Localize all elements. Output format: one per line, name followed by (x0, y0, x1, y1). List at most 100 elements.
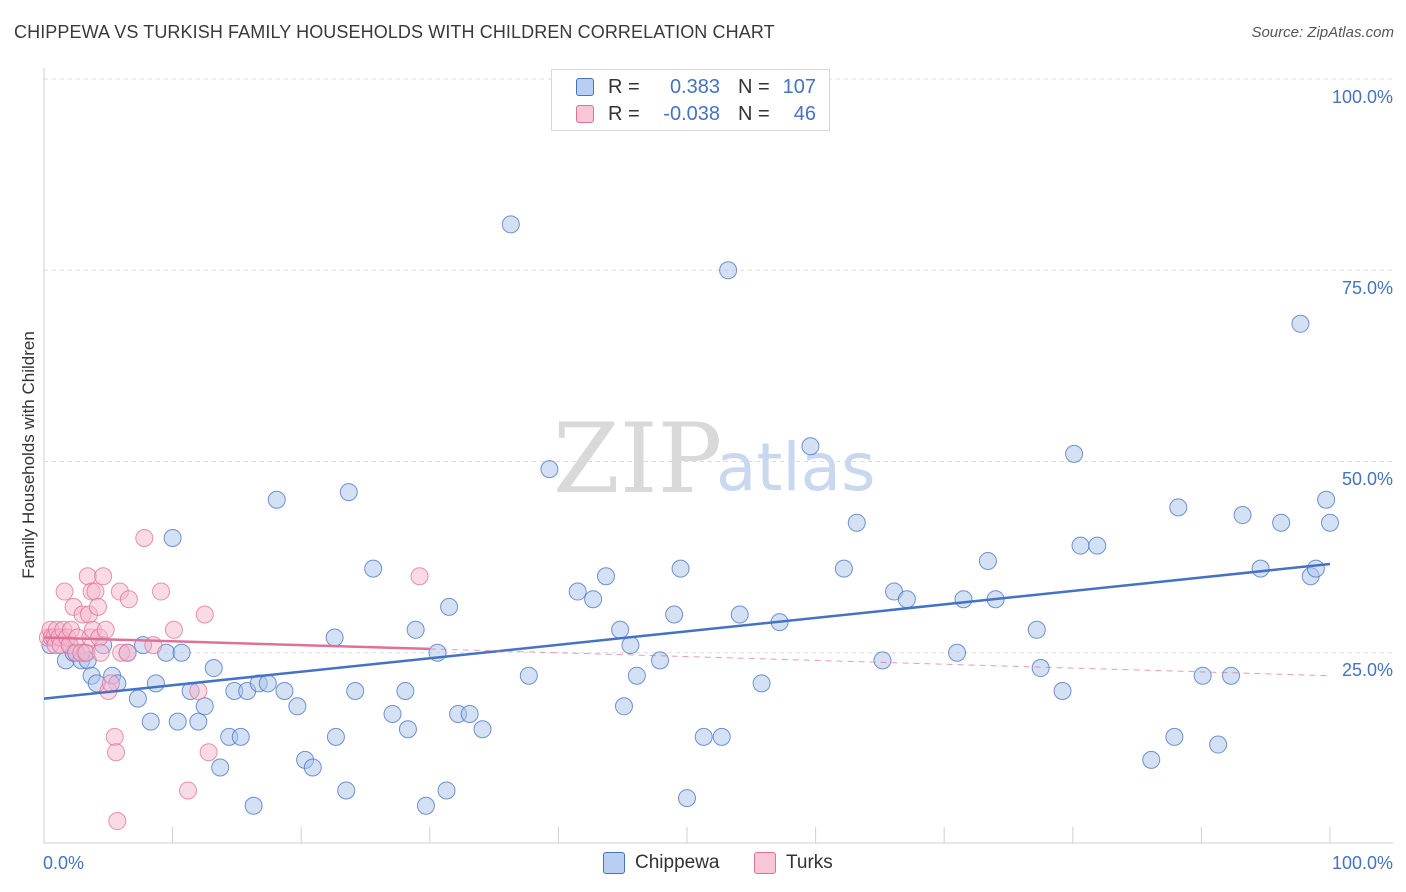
y-axis-label: Family Households with Children (19, 331, 38, 579)
point-chippewa (440, 597, 459, 616)
point-chippewa (128, 689, 147, 708)
x-tick-label: 100.0% (1332, 853, 1393, 873)
stats-legend: R = 0.383 N = 107 R = -0.038 N = 46 (551, 69, 830, 131)
point-chippewa (519, 666, 538, 685)
point-chippewa (694, 727, 713, 746)
axis-labels: Family Households with Children 25.0% 50… (19, 87, 1393, 873)
legend-n-label: N = (738, 75, 770, 98)
point-chippewa (288, 697, 307, 716)
point-chippewa (406, 620, 425, 639)
point-chippewa (163, 529, 182, 547)
chart-title: CHIPPEWA VS TURKISH FAMILY HOUSEHOLDS WI… (14, 22, 775, 42)
point-chippewa (396, 682, 415, 700)
point-chippewa (847, 513, 866, 532)
point-chippewa (1233, 506, 1252, 525)
point-chippewa (948, 643, 967, 662)
point-chippewa (540, 460, 559, 479)
point-chippewa (1272, 513, 1291, 532)
point-chippewa (189, 712, 208, 731)
chart-source: Source: ZipAtlas.com (1251, 24, 1394, 41)
point-chippewa (244, 796, 263, 815)
point-chippewa (621, 636, 640, 655)
point-chippewa (671, 559, 690, 578)
point-chippewa (460, 704, 479, 723)
point-chippewa (303, 758, 322, 777)
bottom-legend-turks: Turks (754, 852, 833, 874)
point-chippewa (954, 590, 973, 609)
point-turks (94, 567, 113, 586)
point-chippewa (650, 651, 669, 670)
point-chippewa (346, 682, 365, 700)
point-chippewa (204, 659, 223, 678)
point-chippewa (1169, 498, 1188, 517)
point-turks (89, 597, 108, 616)
point-chippewa (627, 666, 646, 685)
y-tick-label: 25.0% (1342, 660, 1393, 680)
point-chippewa (719, 261, 738, 280)
point-chippewa (398, 720, 417, 739)
bottom-legend-label-turks: Turks (786, 852, 833, 873)
trend-line-chippewa (43, 562, 1331, 700)
point-chippewa (325, 628, 344, 647)
point-chippewa (267, 490, 286, 509)
point-chippewa (584, 590, 603, 609)
legend-r-label: R = (608, 102, 640, 125)
point-chippewa (501, 215, 520, 234)
legend-swatch-chippewa (576, 78, 594, 96)
point-chippewa (568, 582, 587, 601)
point-chippewa (326, 727, 345, 746)
point-chippewa (897, 590, 916, 609)
point-turks (78, 567, 97, 586)
point-chippewa (172, 643, 191, 662)
point-turks (152, 582, 171, 601)
point-chippewa (1027, 620, 1046, 639)
point-turks (135, 529, 154, 547)
point-turks (86, 582, 105, 601)
axes (43, 68, 1393, 844)
point-chippewa (665, 605, 684, 624)
point-chippewa (1065, 444, 1084, 463)
legend-row-turks: R = -0.038 N = 46 (576, 102, 816, 126)
point-chippewa (614, 697, 633, 716)
point-chippewa (1193, 666, 1212, 685)
point-chippewa (611, 620, 630, 639)
point-chippewa (834, 559, 853, 578)
legend-row-chippewa: R = 0.383 N = 107 (576, 75, 816, 99)
watermark: ZIP atlas (553, 403, 876, 515)
point-chippewa (1317, 490, 1336, 509)
legend-n-value: 107 (782, 75, 816, 98)
point-chippewa (211, 758, 230, 777)
point-chippewa (473, 720, 492, 739)
y-tick-label: 75.0% (1342, 278, 1393, 298)
point-turks (108, 812, 127, 831)
watermark-zip: ZIP (553, 403, 722, 515)
point-chippewa (1209, 735, 1228, 754)
point-chippewa (231, 727, 250, 746)
point-chippewa (258, 674, 277, 693)
point-chippewa (1221, 666, 1240, 685)
point-chippewa (364, 559, 383, 578)
point-turks (189, 682, 208, 700)
point-chippewa (1031, 659, 1050, 678)
point-chippewa (712, 727, 731, 746)
point-turks (119, 590, 138, 609)
point-chippewa (1291, 314, 1310, 333)
point-chippewa (275, 682, 294, 700)
point-chippewa (1306, 559, 1325, 578)
point-chippewa (146, 674, 165, 693)
point-chippewa (801, 437, 820, 456)
point-chippewa (978, 551, 997, 570)
legend-n-label: N = (738, 102, 770, 125)
legend-n-value: 46 (793, 102, 816, 125)
point-chippewa (416, 796, 435, 815)
point-chippewa (873, 651, 892, 670)
point-chippewa (730, 605, 749, 624)
point-turks (195, 605, 214, 624)
point-chippewa (168, 712, 187, 731)
point-chippewa (195, 697, 214, 716)
point-chippewa (678, 789, 696, 808)
bottom-legend-label-chippewa: Chippewa (635, 852, 720, 873)
point-turks (105, 727, 124, 746)
point-chippewa (337, 781, 356, 800)
